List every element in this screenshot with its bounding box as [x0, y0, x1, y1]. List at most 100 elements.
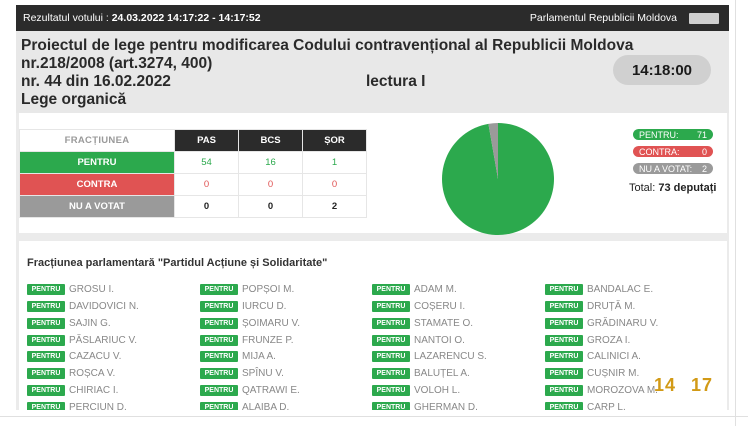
deputy-name: QATRAWI E. — [242, 385, 300, 397]
vote-badge: PENTRU — [200, 368, 238, 380]
vote-badge: PENTRU — [200, 317, 238, 329]
vote-badge: PENTRU — [200, 301, 238, 313]
faction-panel: Fracțiunea parlamentară "Partidul Acțiun… — [19, 241, 727, 410]
law-type: Lege organică — [21, 91, 127, 108]
deputy-name: PĂSLARIUC V. — [69, 334, 137, 346]
deputy-name: SPÎNU V. — [242, 368, 284, 380]
total-label: Total: — [629, 182, 656, 194]
bill-title-line1: Proiectul de lege pentru modificarea Cod… — [21, 37, 634, 54]
vote-badge: PENTRU — [372, 385, 410, 397]
vote-badge: PENTRU — [372, 317, 410, 329]
votes-table: FRACȚIUNEA PAS BCS ȘOR PENTRU 54 16 1 CO… — [19, 129, 367, 218]
parliament-name: Parlamentul Republicii Moldova — [529, 12, 677, 24]
contra-count-value: 0 — [701, 146, 707, 157]
vote-badge: PENTRU — [545, 301, 583, 313]
contra-count-pill: CONTRA: 0 — [633, 146, 713, 157]
score-left: 14 — [654, 375, 677, 395]
deputy-vote-item: PENTRU ADAM M. — [372, 281, 457, 296]
vote-badge: PENTRU — [372, 284, 410, 296]
deputy-name: GROSU I. — [69, 284, 115, 296]
deputy-name: BANDALAC E. — [587, 284, 654, 296]
deputy-vote-item: PENTRU COȘERU I. — [372, 298, 466, 313]
party-header: PAS — [174, 129, 239, 152]
deputy-name: BALUȚEL A. — [414, 368, 470, 380]
vote-badge: PENTRU — [372, 334, 410, 346]
table-cell: 1 — [302, 151, 367, 174]
right-edge-divider — [735, 0, 736, 426]
deputy-name: DAVIDOVICI N. — [69, 301, 139, 313]
bill-number: nr. 44 din 16.02.2022 — [21, 73, 171, 90]
deputy-name: MIJA A. — [242, 351, 276, 363]
deputy-vote-item: PENTRU CALINICI A. — [545, 348, 641, 363]
deputy-name: CARP L. — [587, 401, 626, 410]
deputy-name: STAMATE O. — [414, 317, 474, 329]
deputy-name: MOROZOVA M. — [587, 385, 658, 397]
vote-badge: PENTRU — [545, 351, 583, 363]
deputy-vote-item: PENTRU LAZARENCU S. — [372, 348, 487, 363]
deputy-vote-item: PENTRU DAVIDOVICI N. — [27, 298, 139, 313]
deputy-vote-item: PENTRU ALAIBA D. — [200, 399, 289, 410]
vote-badge: PENTRU — [372, 351, 410, 363]
deputy-vote-item: PENTRU STAMATE O. — [372, 315, 473, 329]
table-cell: 0 — [238, 195, 303, 218]
score-overlay: 14 17 — [654, 375, 713, 396]
deputy-name: IURCU D. — [242, 301, 287, 313]
vote-badge: PENTRU — [27, 351, 65, 363]
deputy-name: CUȘNIR M. — [587, 368, 640, 380]
vote-badge: PENTRU — [27, 284, 65, 296]
deputy-name: COȘERU I. — [414, 301, 466, 313]
deputy-name: SAJIN G. — [69, 317, 111, 329]
deputy-vote-item: PENTRU CARP L. — [545, 399, 626, 410]
vote-badge: PENTRU — [545, 385, 583, 397]
deputy-vote-item: PENTRU GRĂDINARU V. — [545, 315, 658, 329]
vote-badge: PENTRU — [545, 401, 583, 410]
deputy-vote-item: PENTRU PERCIUN D. — [27, 399, 127, 410]
table-cell: 54 — [174, 151, 239, 174]
deputy-name: GHERMAN D. — [414, 401, 478, 410]
pentru-count-label: PENTRU: — [639, 129, 679, 140]
deputy-vote-item: PENTRU VOLOH L. — [372, 382, 460, 397]
vote-legend: PENTRU: 71 CONTRA: 0 NU A VOTAT: 2 — [633, 129, 713, 180]
deputy-name: DRUȚĂ M. — [587, 301, 636, 313]
deputy-vote-item: PENTRU CUȘNIR M. — [545, 365, 640, 380]
deputy-name: GROZA I. — [587, 334, 631, 346]
reading-label: lectura I — [366, 73, 426, 90]
contra-count-label: CONTRA: — [639, 146, 680, 157]
pie-slice-nu-a-votat — [488, 123, 498, 179]
table-row: CONTRA 0 0 0 — [19, 173, 367, 196]
vote-badge: PENTRU — [27, 401, 65, 410]
bottom-divider — [0, 416, 748, 417]
deputy-vote-item: PENTRU CAZACU V. — [27, 348, 121, 363]
deputy-vote-item: PENTRU DRUȚĂ M. — [545, 298, 636, 313]
table-row: PENTRU 54 16 1 — [19, 151, 367, 174]
nu-a-votat-count-value: 2 — [701, 163, 707, 174]
vote-badge: PENTRU — [200, 385, 238, 397]
deputy-vote-item: PENTRU FRUNZE P. — [200, 331, 294, 346]
vote-badge: PENTRU — [545, 284, 583, 296]
deputy-vote-item: PENTRU GHERMAN D. — [372, 399, 478, 410]
votes-table-header: FRACȚIUNEA PAS BCS ȘOR — [19, 129, 367, 152]
vote-badge: PENTRU — [27, 385, 65, 397]
vote-timestamp-label: Rezultatul votului : — [23, 12, 109, 24]
deputy-name: CHIRIAC I. — [69, 385, 119, 397]
pentru-count-pill: PENTRU: 71 — [633, 129, 713, 140]
vote-timestamp-value: 24.03.2022 14:17:22 - 14:17:52 — [111, 12, 261, 24]
deputy-vote-item: PENTRU BALUȚEL A. — [372, 365, 470, 380]
deputy-name: ALAIBA D. — [242, 401, 290, 410]
table-cell: 0 — [238, 173, 303, 196]
vote-timestamp: Rezultatul votului : 24.03.2022 14:17:22… — [23, 12, 261, 24]
deputy-name: PERCIUN D. — [69, 401, 127, 410]
deputy-name: ȘOIMARU V. — [242, 317, 300, 329]
flag-icon — [689, 13, 719, 24]
table-cell: 0 — [174, 173, 239, 196]
deputy-vote-item: PENTRU MIJA A. — [200, 348, 276, 363]
deputy-vote-item: PENTRU POPȘOI M. — [200, 281, 295, 296]
party-header: ȘOR — [302, 129, 367, 152]
top-bar: Rezultatul votului : 24.03.2022 14:17:22… — [16, 5, 729, 31]
bill-title-line2: nr.218/2008 (art.3274, 400) — [21, 55, 213, 72]
vote-badge: PENTRU — [27, 301, 65, 313]
deputy-name: GRĂDINARU V. — [587, 317, 659, 329]
deputy-vote-item: PENTRU ROȘCA V. — [27, 365, 115, 380]
deputy-name: POPȘOI M. — [242, 284, 295, 296]
party-header: BCS — [238, 129, 303, 152]
